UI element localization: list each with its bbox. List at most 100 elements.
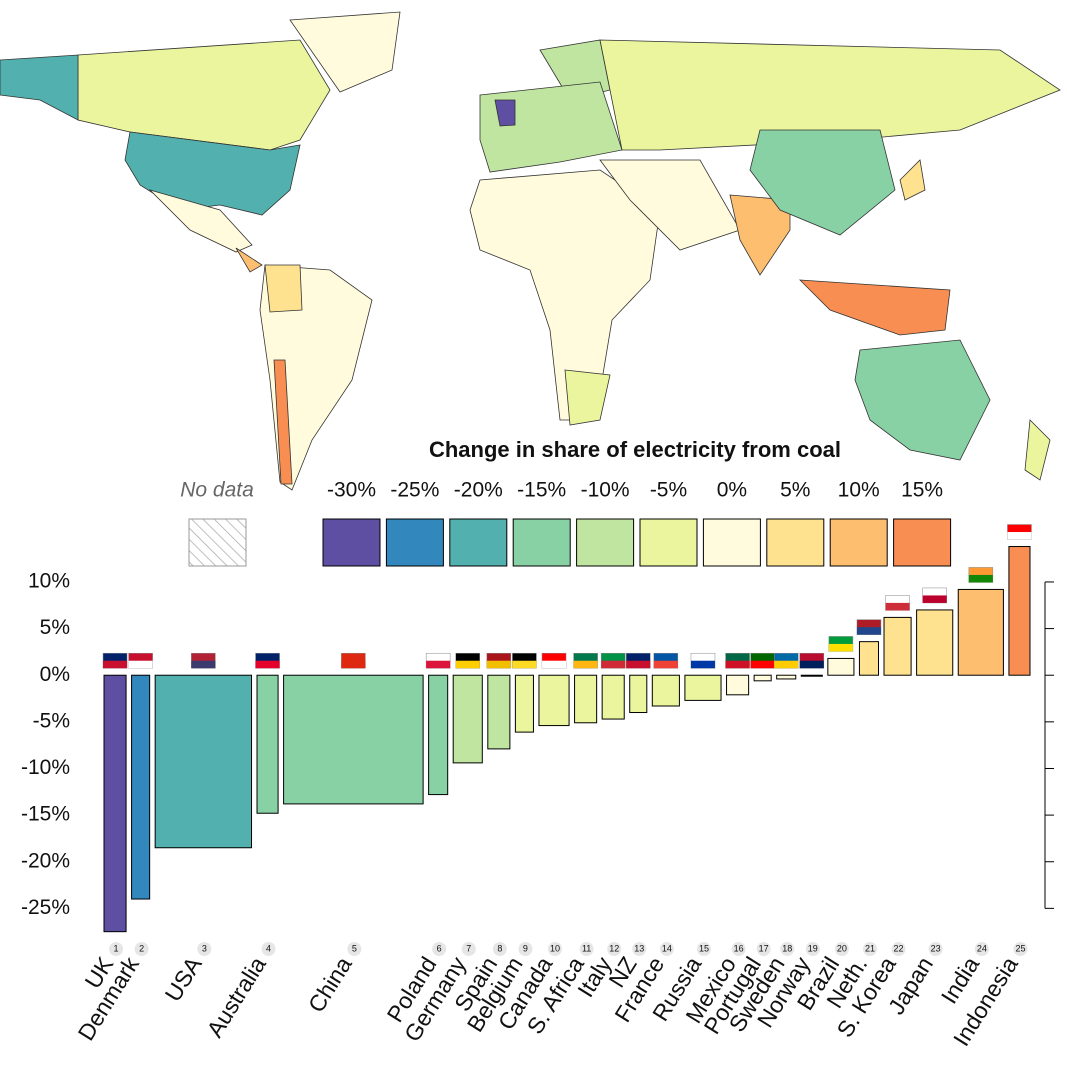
rank-label: 9	[523, 943, 528, 953]
legend-swatch	[385, 518, 444, 567]
rank-badge	[780, 942, 795, 956]
rank-label: 18	[782, 943, 792, 953]
bar	[574, 674, 598, 724]
rank-badge	[974, 942, 989, 956]
rank-badge	[756, 942, 771, 956]
rank-badge	[261, 942, 276, 956]
flag-band	[512, 660, 537, 669]
map-mexico	[148, 189, 253, 253]
legend-swatch	[639, 518, 698, 567]
legend-swatch	[512, 518, 571, 567]
map-australia	[854, 339, 991, 461]
x-tick-label: USA	[160, 952, 207, 1006]
map-colombia	[264, 264, 303, 313]
bar	[283, 674, 424, 805]
bar	[800, 674, 823, 677]
map-alaska	[0, 54, 79, 121]
flag-band	[968, 574, 993, 583]
legend-label: 5%	[780, 479, 810, 502]
legend-no-data-label: No data	[180, 479, 254, 502]
rank-label: 7	[466, 943, 471, 953]
bar	[827, 657, 855, 676]
rank-badge	[632, 942, 647, 956]
rank-label: 20	[837, 943, 847, 953]
rank-badge	[548, 942, 563, 956]
rank-label: 15	[699, 943, 709, 953]
map-chile	[273, 359, 293, 485]
rank-badge	[109, 942, 124, 956]
map-greenland	[289, 11, 401, 93]
legend-swatch	[893, 518, 952, 567]
rank-badge	[891, 942, 906, 956]
legend-swatch	[322, 518, 381, 567]
legend-swatch	[702, 518, 761, 567]
rank-badge	[347, 942, 362, 956]
bar	[514, 674, 534, 733]
y-tick-label: 5%	[40, 616, 70, 639]
rank-badge	[197, 942, 212, 956]
bar	[538, 674, 570, 727]
rank-label: 4	[266, 943, 271, 953]
rank-label: 14	[662, 943, 672, 953]
map-usa	[124, 131, 301, 216]
rank-label: 17	[759, 943, 769, 953]
rank-badge	[461, 942, 476, 956]
flag-band	[774, 660, 799, 669]
flag-band	[885, 602, 910, 611]
map-new-zealand	[1024, 419, 1051, 481]
flag-band	[128, 660, 153, 669]
map-africa	[469, 169, 661, 421]
rank-badge	[579, 942, 594, 956]
rank-badge	[1013, 942, 1028, 956]
legend-label: 15%	[901, 479, 943, 502]
legend-label: -30%	[327, 479, 376, 502]
bar	[428, 674, 449, 796]
legend-swatch	[766, 518, 825, 567]
bar	[726, 674, 750, 696]
bar	[487, 674, 511, 750]
rank-label: 13	[634, 943, 644, 953]
bar	[256, 674, 279, 814]
bar	[103, 674, 127, 933]
rank-label: 5	[352, 943, 357, 953]
flag-band	[455, 660, 480, 669]
rank-badge	[134, 942, 149, 956]
bar	[957, 588, 1004, 676]
rank-label: 10	[550, 943, 560, 953]
rank-badge	[696, 942, 711, 956]
flag-band	[725, 660, 750, 669]
flag-band	[573, 660, 598, 669]
flag-band	[426, 660, 451, 669]
bar	[753, 674, 772, 682]
y-tick-label: 0%	[40, 663, 70, 686]
rank-label: 12	[609, 943, 619, 953]
rank-label: 19	[808, 943, 818, 953]
bar	[776, 674, 797, 680]
x-tick-label: China	[303, 952, 357, 1017]
rank-label: 23	[931, 943, 941, 953]
rank-badge	[432, 942, 447, 956]
rank-badge	[862, 942, 877, 956]
bar	[601, 674, 625, 720]
y-tick-label: -10%	[21, 756, 70, 779]
flag-band	[653, 660, 678, 669]
bar	[452, 674, 483, 764]
legend-label: -25%	[390, 479, 439, 502]
legend-swatch	[449, 518, 508, 567]
rank-badge	[928, 942, 943, 956]
map-central-america	[235, 247, 263, 273]
legend-swatch	[576, 518, 635, 567]
flag-band	[255, 660, 280, 669]
rank-label: 24	[977, 943, 987, 953]
y-tick-label: -15%	[21, 803, 70, 826]
rank-label: 25	[1015, 943, 1025, 953]
bar	[131, 674, 151, 900]
rank-label: 2	[139, 943, 144, 953]
flag-band	[856, 627, 881, 635]
legend-label: -15%	[517, 479, 566, 502]
flag-band	[626, 660, 651, 669]
y-tick-label: 10%	[28, 570, 70, 593]
flag-band	[799, 660, 824, 669]
bar	[883, 616, 912, 676]
y-tick-label: -5%	[33, 709, 70, 732]
